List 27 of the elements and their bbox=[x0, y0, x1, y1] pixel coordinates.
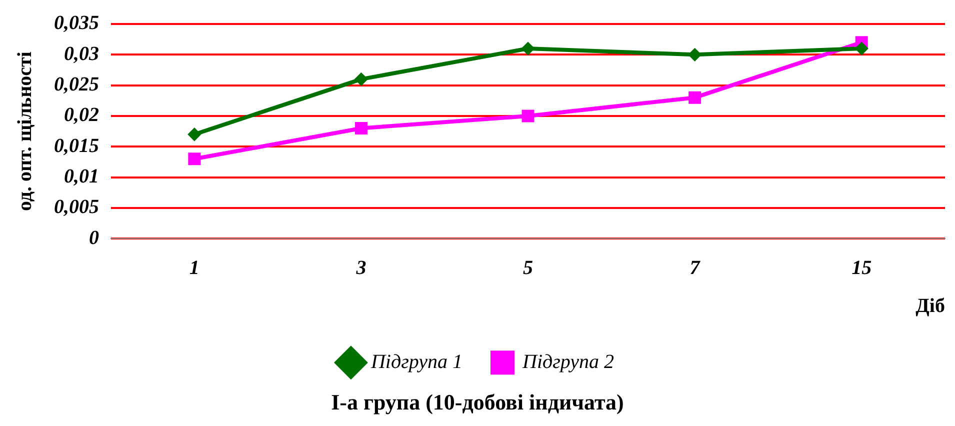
x-axis-title: Діб bbox=[916, 294, 945, 317]
x-tick-label: 3 bbox=[355, 256, 366, 279]
legend-label: Підгрупа 1 bbox=[370, 350, 463, 373]
y-tick-label: 0,035 bbox=[54, 12, 99, 34]
legend-label: Підгрупа 2 bbox=[522, 350, 614, 373]
point bbox=[355, 73, 368, 86]
point bbox=[856, 42, 868, 55]
point bbox=[688, 48, 701, 61]
y-tick-label: 0,02 bbox=[64, 104, 99, 126]
y-axis-title: од. опт. щільності bbox=[14, 51, 36, 212]
x-tick-label: 1 bbox=[189, 256, 200, 279]
y-tick-label: 0,01 bbox=[64, 165, 99, 188]
x-tick-label: 5 bbox=[523, 256, 533, 279]
point bbox=[688, 91, 702, 104]
y-tick-label: 0,015 bbox=[54, 134, 99, 157]
y-tick-label: 0 bbox=[89, 226, 99, 249]
y-tick-label: 0,03 bbox=[64, 42, 99, 65]
point bbox=[522, 42, 534, 55]
text: І-а група (10-добові індичата) bbox=[331, 389, 624, 414]
x-tick-label: 15 bbox=[852, 256, 872, 279]
point bbox=[188, 128, 200, 140]
y-tick-label: 0,025 bbox=[54, 73, 99, 96]
point bbox=[522, 110, 534, 122]
x-tick-label: 7 bbox=[690, 256, 701, 279]
point bbox=[188, 152, 201, 166]
y-tick-label: 0,005 bbox=[54, 196, 99, 218]
point bbox=[354, 122, 368, 134]
